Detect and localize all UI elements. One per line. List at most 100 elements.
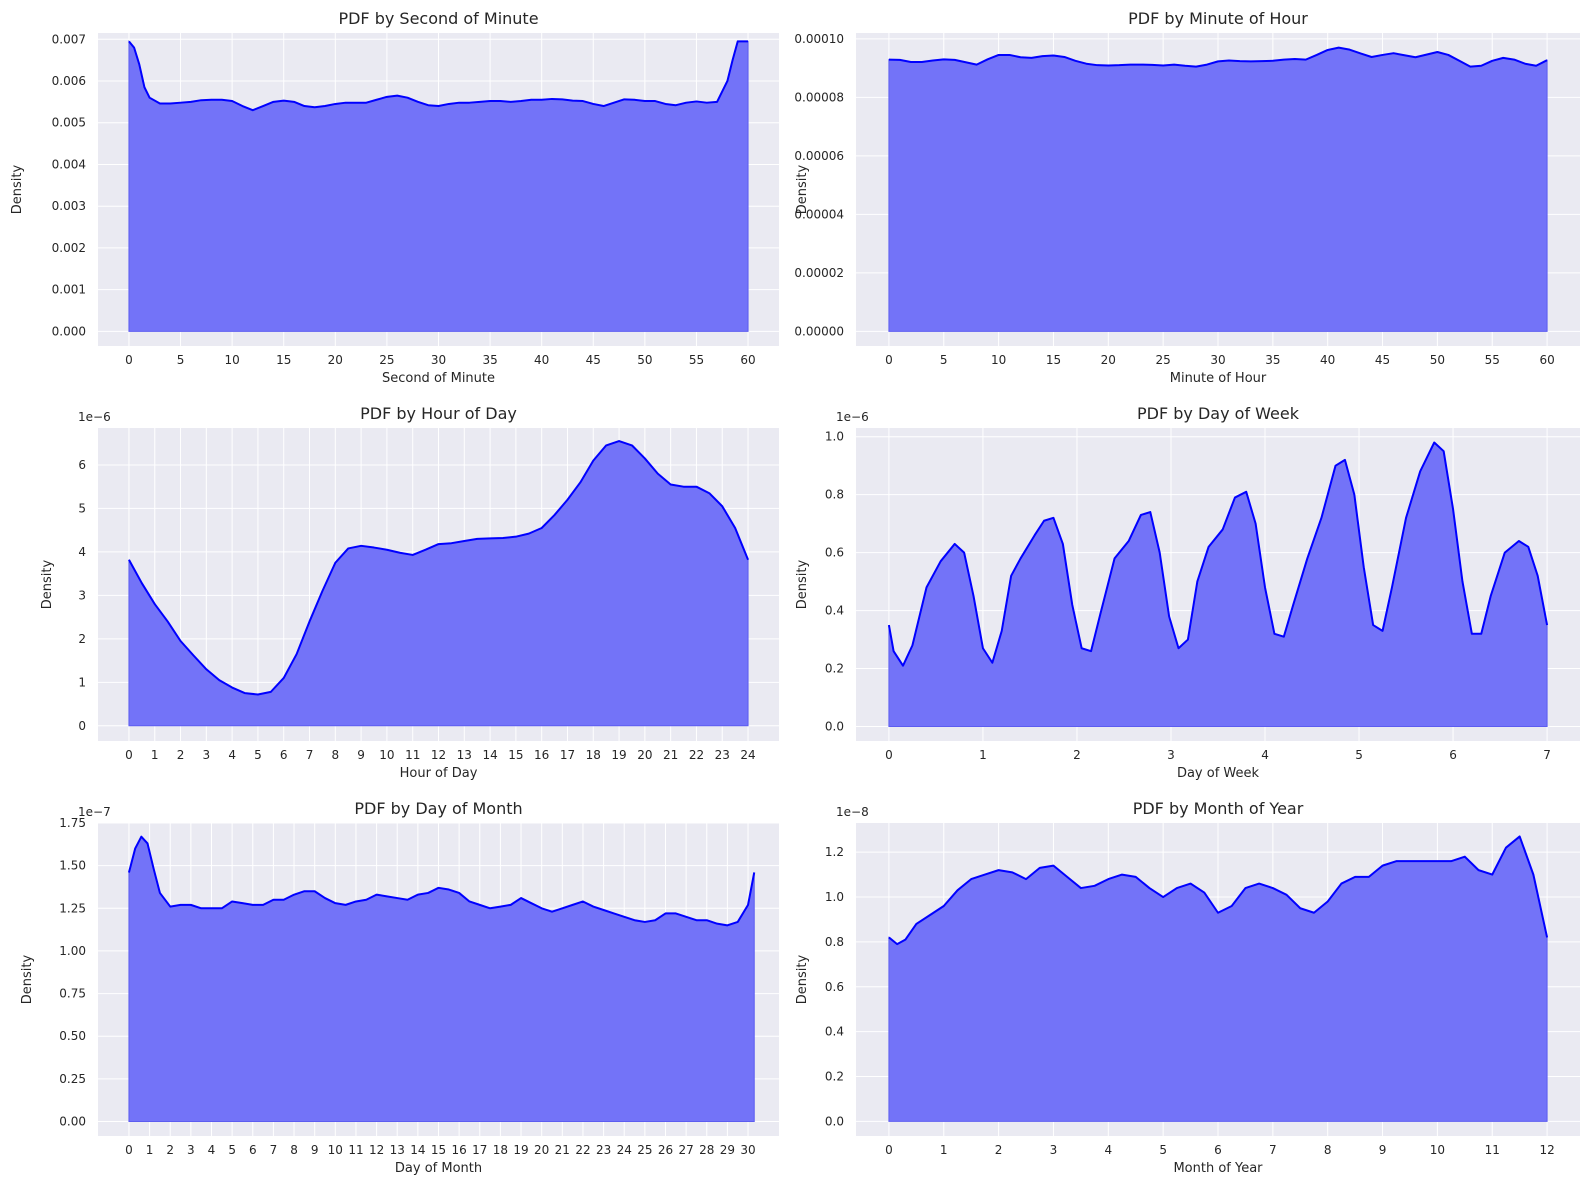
- x-tick-label: 10: [1430, 1143, 1445, 1157]
- x-tick-label: 18: [493, 1143, 508, 1157]
- x-tick-label: 45: [1375, 353, 1390, 367]
- y-tick-label: 1.0: [825, 890, 844, 904]
- x-tick-label: 6: [249, 1143, 257, 1157]
- x-tick-label: 6: [280, 748, 288, 762]
- x-tick-label: 0: [125, 1143, 133, 1157]
- x-tick-label: 4: [1104, 1143, 1112, 1157]
- x-tick-label: 9: [357, 748, 365, 762]
- y-tick-label: 1.0: [825, 430, 844, 444]
- x-tick-label: 2: [1073, 748, 1081, 762]
- x-tick-label: 50: [637, 353, 652, 367]
- x-tick-label: 25: [379, 353, 394, 367]
- density-area: [888, 47, 1548, 332]
- y-axis-label: Density: [20, 954, 35, 1004]
- y-tick-label: 0.00002: [794, 266, 844, 280]
- y-offset-label: 1e−6: [78, 410, 111, 424]
- y-tick-label: 0.6: [825, 980, 844, 994]
- x-tick-label: 5: [940, 353, 948, 367]
- x-axis-label: Day of Week: [1177, 766, 1260, 781]
- x-tick-label: 5: [1355, 748, 1363, 762]
- x-tick-label: 17: [472, 1143, 487, 1157]
- x-tick-label: 20: [1101, 353, 1116, 367]
- y-offset-label: 1e−7: [78, 805, 111, 819]
- chart-title: PDF by Second of Minute: [338, 9, 538, 28]
- x-tick-label: 2: [995, 1143, 1003, 1157]
- subplot-4: 0 1 2 3 4 5 6 7 0.0 0.2 0.4 0.6 0.8 1.0 PDF by Day of …: [795, 404, 1580, 781]
- y-offset-label: 1e−8: [836, 805, 869, 819]
- x-tick-label: 24: [617, 1143, 632, 1157]
- x-tick-label: 15: [1046, 353, 1061, 367]
- x-tick-label: 15: [276, 353, 291, 367]
- subplot-6: 0 1 2 3 4 5 6 7 8 9 10 11 120.00.20.40.60.81.01.2PDF…: [795, 799, 1580, 1176]
- x-tick-label: 12: [369, 1143, 384, 1157]
- x-tick-label: 13: [390, 1143, 405, 1157]
- x-tick-label: 0: [885, 1143, 893, 1157]
- density-line: [127, 835, 756, 927]
- chart-title: PDF by Hour of Day: [360, 404, 517, 423]
- subplot-5: 0 1 2 3 4 5 6 7 8 9 10 11 12 13 14 15 16 17 18 19 20 21 22 23 24…: [20, 799, 779, 1176]
- x-tick-label: 7: [306, 748, 314, 762]
- x-tick-label: 35: [482, 353, 497, 367]
- y-axis-label: Density: [10, 164, 25, 214]
- density-line: [128, 440, 749, 696]
- x-tick-label: 20: [328, 353, 343, 367]
- x-tick-label: 11: [1485, 1143, 1500, 1157]
- subplot-2: 0 5 10 15 20 25 30 35 40 45 50 55 60 0.00000 0.00002 0.…: [794, 9, 1580, 386]
- x-tick-label: 50: [1430, 353, 1445, 367]
- x-tick-label: 1: [146, 1143, 154, 1157]
- y-tick-label: 0.2: [825, 1070, 844, 1084]
- x-tick-label: 8: [331, 748, 339, 762]
- x-tick-label: 5: [177, 353, 185, 367]
- y-tick-label: 1.00: [59, 944, 86, 958]
- x-tick-label: 3: [1167, 748, 1175, 762]
- x-tick-label: 0: [885, 353, 893, 367]
- x-tick-label: 30: [1210, 353, 1225, 367]
- y-tick-label: 0.001: [52, 283, 86, 297]
- x-tick-label: 5: [228, 1143, 236, 1157]
- x-tick-label: 2: [166, 1143, 174, 1157]
- x-tick-label: 3: [1050, 1143, 1058, 1157]
- x-tick-label: 9: [1379, 1143, 1387, 1157]
- y-tick-label: 0.8: [825, 488, 844, 502]
- x-tick-label: 21: [555, 1143, 570, 1157]
- x-tick-label: 16: [451, 1143, 466, 1157]
- x-tick-label: 20: [534, 1143, 549, 1157]
- y-tick-label: 0.00000: [794, 324, 844, 338]
- x-axis-label: Hour of Day: [400, 766, 478, 781]
- x-tick-label: 40: [1320, 353, 1335, 367]
- x-tick-label: 0: [885, 748, 893, 762]
- chart-title: PDF by Month of Year: [1133, 799, 1304, 818]
- x-tick-label: 10: [224, 353, 239, 367]
- x-tick-label: 14: [410, 1143, 425, 1157]
- x-tick-label: 10: [328, 1143, 343, 1157]
- x-tick-label: 19: [611, 748, 626, 762]
- y-axis-label: Density: [795, 164, 810, 214]
- y-axis-label: Density: [795, 954, 810, 1004]
- x-tick-label: 60: [740, 353, 755, 367]
- x-tick-label: 1: [979, 748, 987, 762]
- x-tick-label: 8: [1324, 1143, 1332, 1157]
- y-tick-label: 0.003: [52, 199, 86, 213]
- x-tick-label: 9: [311, 1143, 319, 1157]
- x-tick-label: 20: [637, 748, 652, 762]
- x-tick-label: 26: [658, 1143, 673, 1157]
- x-tick-label: 15: [508, 748, 523, 762]
- y-tick-label: 0.2: [825, 662, 844, 676]
- x-tick-label: 8: [290, 1143, 298, 1157]
- x-tick-label: 1: [151, 748, 159, 762]
- y-tick-label: 0.00: [59, 1115, 86, 1129]
- x-tick-label: 1: [940, 1143, 948, 1157]
- x-tick-label: 6: [1214, 1143, 1222, 1157]
- y-tick-label: 1.75: [59, 816, 86, 830]
- y-tick-label: 0.002: [52, 241, 86, 255]
- x-tick-label: 55: [1485, 353, 1500, 367]
- y-tick-label: 5: [78, 501, 86, 515]
- x-tick-label: 30: [740, 1143, 755, 1157]
- x-tick-label: 0: [125, 353, 133, 367]
- x-tick-label: 4: [1261, 748, 1269, 762]
- y-tick-label: 0.25: [59, 1072, 86, 1086]
- y-tick-label: 0.00008: [794, 90, 844, 104]
- x-tick-label: 5: [1159, 1143, 1167, 1157]
- y-tick-label: 0.50: [59, 1029, 86, 1043]
